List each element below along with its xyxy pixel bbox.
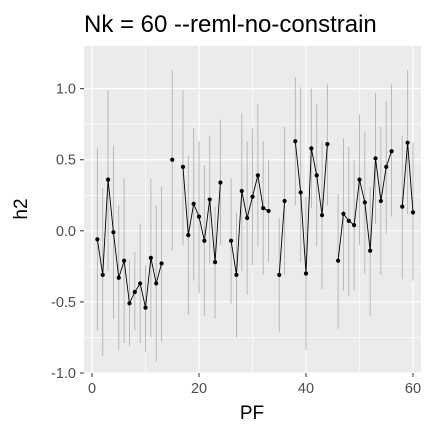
data-point [245, 215, 250, 221]
data-point [148, 255, 153, 260]
data-point [405, 140, 410, 145]
data-point [410, 210, 416, 215]
data-point [335, 258, 341, 263]
y-tick-label: -0.5 [51, 295, 76, 311]
data-point [352, 223, 357, 228]
data-point [255, 173, 260, 178]
data-point [384, 164, 389, 169]
data-point [122, 258, 127, 263]
series-line-segment [230, 175, 269, 275]
data-point [212, 260, 218, 265]
data-point [191, 201, 196, 206]
data-point [138, 281, 143, 286]
x-tick-label: 20 [191, 381, 207, 397]
x-axis-title: PF [240, 403, 264, 424]
y-tick-label: 1.0 [56, 82, 76, 98]
data-point [159, 261, 164, 266]
x-tick-label: 40 [298, 381, 314, 397]
data-point [346, 218, 351, 223]
data-point [116, 275, 121, 280]
data-point [314, 173, 319, 178]
y-axis-title: h2 [11, 198, 32, 219]
data-point [298, 190, 303, 195]
data-point [154, 281, 159, 286]
data-point [319, 213, 325, 218]
x-axis-ticks: 0 20 40 60 [88, 373, 421, 397]
data-point [325, 142, 330, 147]
data-point [186, 232, 191, 238]
data-point [196, 214, 202, 219]
data-point [357, 177, 362, 182]
data-point [389, 149, 394, 154]
data-point [229, 238, 234, 243]
data-point [100, 272, 105, 277]
data-point [95, 237, 100, 242]
data-point [132, 289, 137, 295]
data-point [170, 157, 175, 162]
data-point [218, 180, 223, 185]
data-point [341, 211, 346, 216]
data-point [368, 248, 373, 253]
data-point [400, 204, 405, 209]
data-point [362, 200, 367, 205]
data-point [303, 271, 309, 276]
data-point [293, 139, 298, 144]
data-point [250, 194, 255, 199]
y-axis-ticks: -1.0 -0.5 0.0 0.5 1.0 [51, 82, 84, 382]
data-point [207, 197, 212, 202]
data-point [277, 272, 282, 277]
y-tick-label: 0.5 [56, 153, 76, 169]
x-tick-label: 60 [405, 381, 421, 397]
y-tick-label: -1.0 [51, 366, 76, 382]
data-point [111, 230, 116, 235]
data-point [127, 301, 132, 306]
data-point [143, 305, 148, 310]
x-tick-label: 0 [88, 381, 96, 397]
data-point [373, 156, 378, 161]
data-point [105, 177, 111, 182]
data-point [239, 188, 244, 194]
data-point [180, 164, 186, 169]
data-point [282, 198, 287, 204]
series-line-segment [278, 200, 286, 275]
data-point [266, 208, 271, 214]
data-point [309, 146, 314, 151]
data-point [234, 272, 239, 277]
data-point [261, 205, 266, 211]
data-point [378, 198, 383, 204]
data-point [202, 238, 207, 243]
data-points [95, 139, 416, 310]
chart-title: Nk = 60 --reml-no-constrain [84, 11, 377, 38]
y-tick-label: 0.0 [56, 224, 76, 240]
series-line-segment [182, 166, 221, 263]
